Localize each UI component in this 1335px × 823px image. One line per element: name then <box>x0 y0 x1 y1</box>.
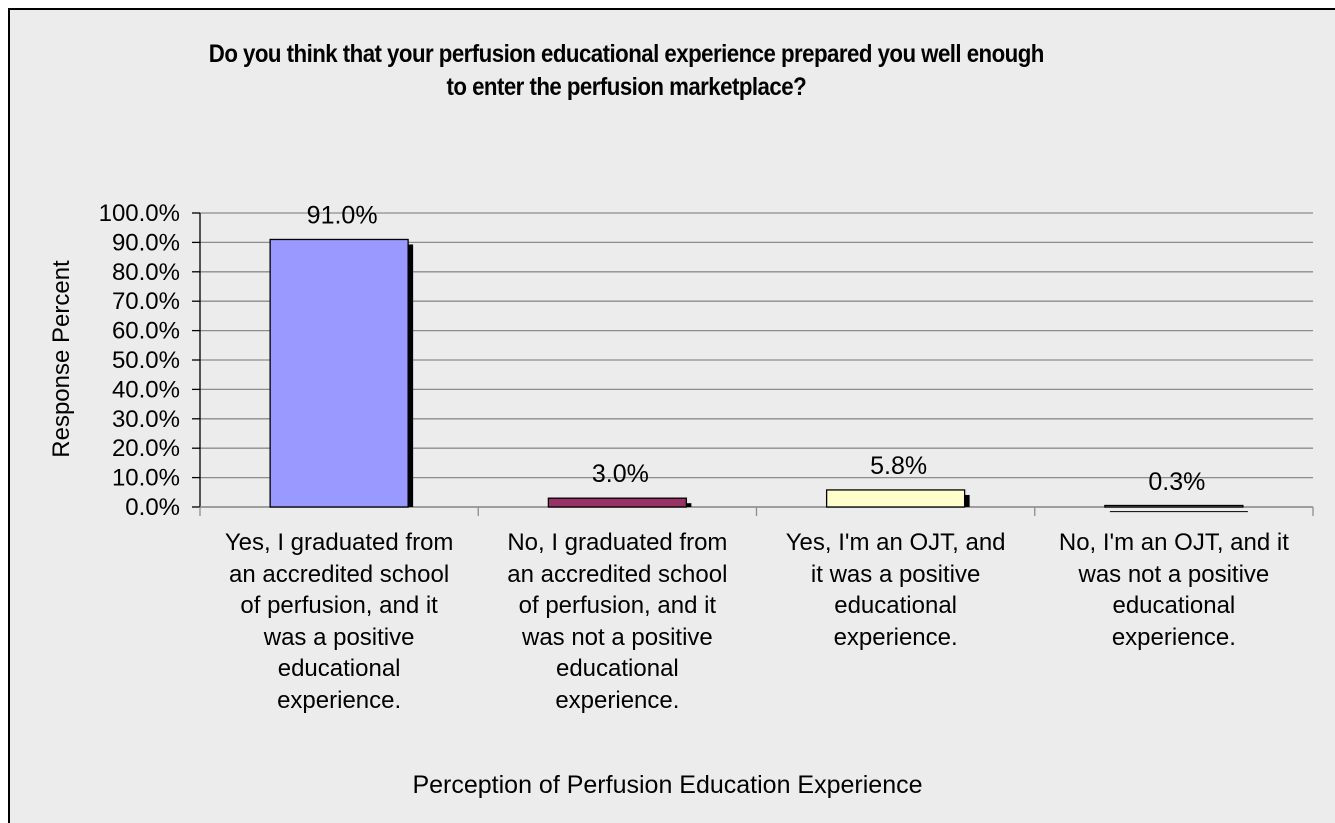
y-tick-label: 20.0% <box>112 435 180 462</box>
y-tick-label: 0.0% <box>125 494 180 521</box>
y-tick-label: 60.0% <box>112 318 180 345</box>
x-category-label: Yes, I graduated from an accredited scho… <box>224 529 454 714</box>
bar <box>825 489 966 508</box>
x-category-label: No, I graduated from an accredited schoo… <box>507 529 728 714</box>
data-label: 91.0% <box>307 201 378 229</box>
y-tick-label: 40.0% <box>112 376 180 403</box>
y-tick-label: 80.0% <box>112 259 180 286</box>
y-tick-label: 100.0% <box>99 200 180 227</box>
data-label: 3.0% <box>592 460 649 488</box>
data-label: 0.3% <box>1148 468 1205 496</box>
x-axis-title: Perception of Perfusion Education Experi… <box>412 771 923 799</box>
bar-shadow <box>1109 511 1248 513</box>
y-tick-label: 90.0% <box>112 229 180 256</box>
chart-frame <box>8 8 1335 823</box>
y-tick-label: 30.0% <box>112 406 180 433</box>
chart-title: Do you think that your perfusion educati… <box>208 40 1045 101</box>
y-tick-label: 50.0% <box>112 347 180 374</box>
y-tick-label: 10.0% <box>112 465 180 492</box>
x-category-label: No, I'm an OJT, and it was not a positiv… <box>1058 529 1289 651</box>
bar <box>1104 504 1244 508</box>
data-label: 5.8% <box>870 452 927 480</box>
x-category-label: Yes, I'm an OJT, and it was a positive e… <box>785 529 1006 651</box>
bar <box>547 497 688 508</box>
bar <box>269 238 409 508</box>
y-tick-label: 70.0% <box>112 288 180 315</box>
